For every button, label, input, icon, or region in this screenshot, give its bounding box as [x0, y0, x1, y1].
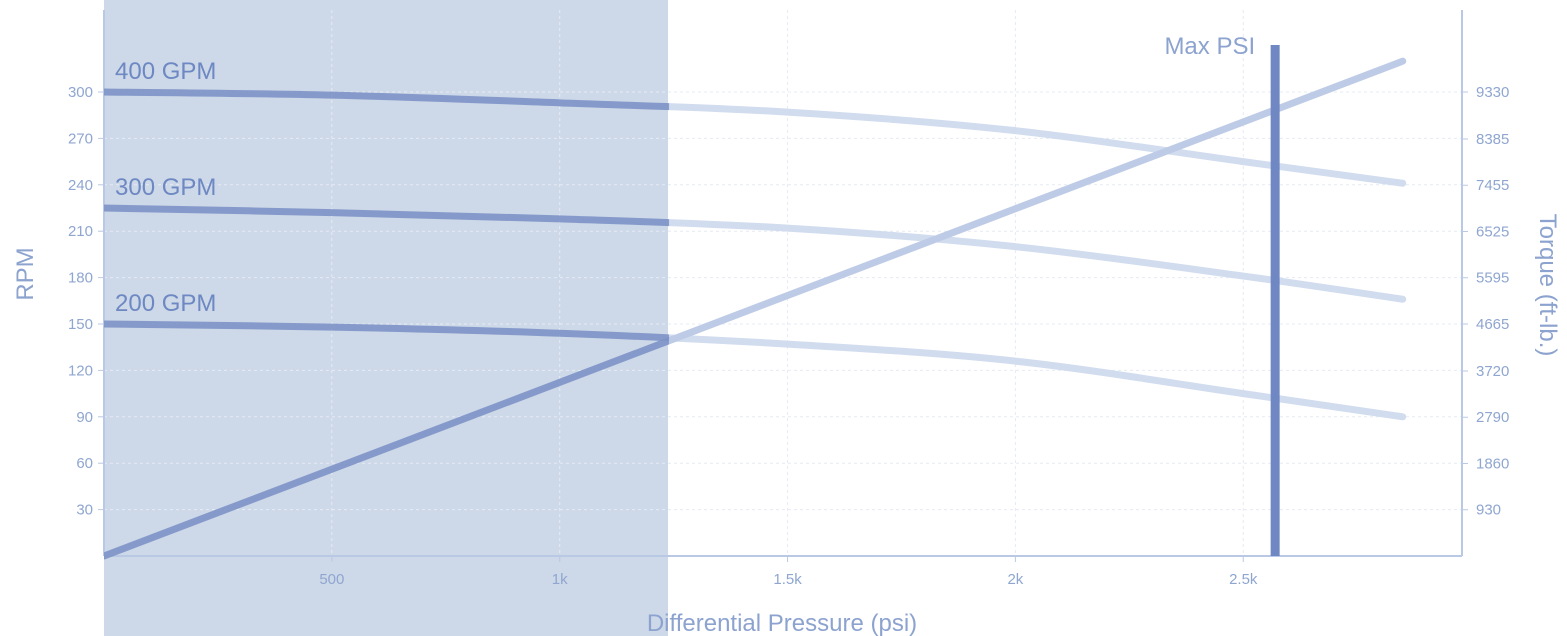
- y-tick-label: 210: [68, 223, 93, 240]
- x-axis-title: Differential Pressure (psi): [647, 610, 917, 636]
- series-label-300-gpm: 300 GPM: [115, 174, 216, 201]
- y-tick-label: 60: [76, 455, 93, 472]
- series-label-200-gpm: 200 GPM: [115, 290, 216, 317]
- y2-tick-label: 930: [1476, 502, 1501, 519]
- y2-tick-label: 3720: [1476, 363, 1509, 380]
- series-line-200-gpm-highlighted: [104, 320, 670, 342]
- y2-axis-ticks: 930 1860 2790 3720 4665 5595 6525 7455 8385 9330: [1462, 84, 1509, 519]
- y-tick-label: 240: [68, 177, 93, 194]
- y2-tick-label: 4665: [1476, 316, 1509, 333]
- y2-tick-label: 9330: [1476, 84, 1509, 101]
- max-psi-line-group: Max PSI: [1164, 33, 1280, 556]
- max-psi-label: Max PSI: [1164, 33, 1255, 60]
- series-labels: 400 GPM 300 GPM 200 GPM: [115, 58, 216, 317]
- y2-tick-label: 5595: [1476, 270, 1509, 287]
- x-tick-label: 2.5k: [1229, 571, 1258, 588]
- series-line-300-gpm-highlighted: [104, 204, 670, 227]
- series-lines: [104, 57, 1407, 560]
- y-tick-label: 270: [68, 130, 93, 147]
- x-tick-label: 2k: [1007, 571, 1023, 588]
- y-tick-label: 90: [76, 409, 93, 426]
- y-tick-label: 120: [68, 362, 93, 379]
- y2-tick-label: 2790: [1476, 409, 1509, 426]
- axes: [103, 10, 1463, 557]
- y2-axis-title: Torque (ft-lb.): [1534, 214, 1561, 357]
- series-label-400-gpm: 400 GPM: [115, 58, 216, 85]
- y2-tick-label: 7455: [1476, 177, 1509, 194]
- x-tick-label: 500: [319, 571, 344, 588]
- y-axis-title: RPM: [12, 247, 39, 300]
- y-axis-ticks: 30 60 90 120 150 180 210 240 270 300: [68, 84, 104, 519]
- x-tick-label: 1k: [552, 571, 568, 588]
- x-axis-ticks: 500 1k 1.5k 2k 2.5k: [319, 556, 1258, 588]
- y2-tick-label: 1860: [1476, 455, 1509, 472]
- series-line-400-gpm: [669, 103, 1407, 187]
- series-line-torque: [669, 57, 1407, 345]
- series-line-torque-highlighted: [104, 336, 670, 560]
- series-line-200-gpm: [669, 334, 1407, 421]
- series-line-300-gpm: [669, 219, 1407, 303]
- y2-tick-label: 6525: [1476, 223, 1509, 240]
- y-tick-label: 300: [68, 84, 93, 101]
- series-line-400-gpm-highlighted: [104, 88, 670, 111]
- y-tick-label: 180: [68, 270, 93, 287]
- y-tick-label: 30: [76, 502, 93, 519]
- x-tick-label: 1.5k: [773, 571, 802, 588]
- y-tick-label: 150: [68, 316, 93, 333]
- y2-tick-label: 8385: [1476, 131, 1509, 148]
